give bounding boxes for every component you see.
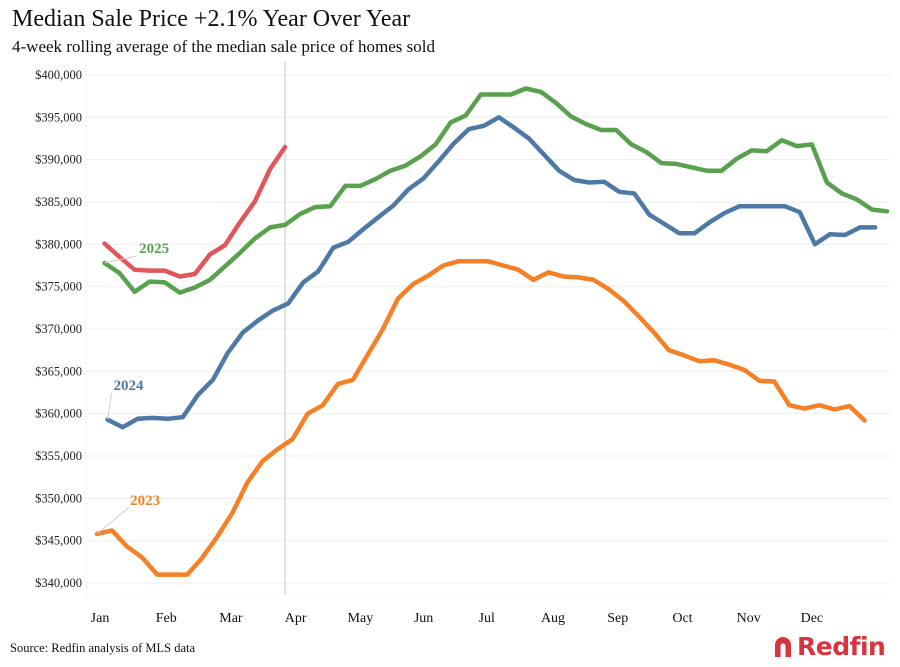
chart-subtitle: 4-week rolling average of the median sal… bbox=[12, 37, 435, 56]
x-tick-label: Jan bbox=[91, 611, 110, 626]
series-label-2025: 2025 bbox=[139, 241, 169, 257]
x-tick-label: Jul bbox=[479, 611, 495, 626]
y-tick-label: $375,000 bbox=[35, 280, 82, 294]
annotation-leader-line bbox=[104, 255, 138, 264]
x-tick-label: Apr bbox=[285, 611, 307, 626]
series-line-2023 bbox=[94, 259, 867, 577]
y-tick-label: $345,000 bbox=[35, 534, 82, 548]
series-line-2024 bbox=[105, 115, 878, 430]
y-tick-label: $400,000 bbox=[35, 68, 82, 82]
y-tick-label: $355,000 bbox=[35, 449, 82, 463]
y-tick-label: $390,000 bbox=[35, 153, 82, 167]
gridlines bbox=[85, 62, 890, 595]
series-label-2024: 2024 bbox=[114, 378, 144, 394]
chart-title: Median Sale Price +2.1% Year Over Year bbox=[12, 6, 411, 32]
x-tick-label: Mar bbox=[219, 611, 243, 626]
series-line-2025 bbox=[102, 86, 890, 295]
series-labels: 2025 2024 2023 bbox=[96, 241, 169, 535]
x-tick-label: Jun bbox=[414, 611, 433, 626]
annotation-leader-line bbox=[107, 392, 113, 420]
x-tick-label: Aug bbox=[541, 611, 565, 626]
y-tick-label: $385,000 bbox=[35, 195, 82, 209]
y-tick-label: $380,000 bbox=[35, 237, 82, 251]
y-tick-label: $350,000 bbox=[35, 491, 82, 505]
series-label-2023: 2023 bbox=[130, 493, 160, 509]
x-tick-label: May bbox=[348, 611, 374, 626]
x-tick-label: Dec bbox=[801, 611, 824, 626]
y-axis: $340,000 $345,000 $350,000 $355,000 $360,000… bbox=[35, 68, 82, 590]
x-tick-label: Nov bbox=[737, 611, 761, 626]
annotation-leader-line bbox=[96, 507, 129, 535]
source-note: Source: Redfin analysis of MLS data bbox=[10, 641, 196, 655]
x-tick-label: Oct bbox=[672, 611, 692, 626]
x-tick-label: Feb bbox=[156, 611, 177, 626]
x-axis: Jan Feb Mar Apr May Jun Jul Aug Sep Oct Nov Dec bbox=[91, 611, 823, 626]
redfin-logo-icon bbox=[772, 634, 794, 658]
y-tick-label: $370,000 bbox=[35, 322, 82, 336]
y-tick-label: $365,000 bbox=[35, 364, 82, 378]
y-tick-label: $395,000 bbox=[35, 110, 82, 124]
redfin-logo-text: Redfin bbox=[797, 631, 886, 661]
series-lines bbox=[94, 86, 890, 577]
x-tick-label: Sep bbox=[607, 611, 628, 626]
redfin-logo: Redfin bbox=[772, 630, 886, 662]
series-line-current bbox=[102, 144, 288, 279]
y-tick-label: $340,000 bbox=[35, 576, 82, 590]
y-tick-label: $360,000 bbox=[35, 407, 82, 421]
